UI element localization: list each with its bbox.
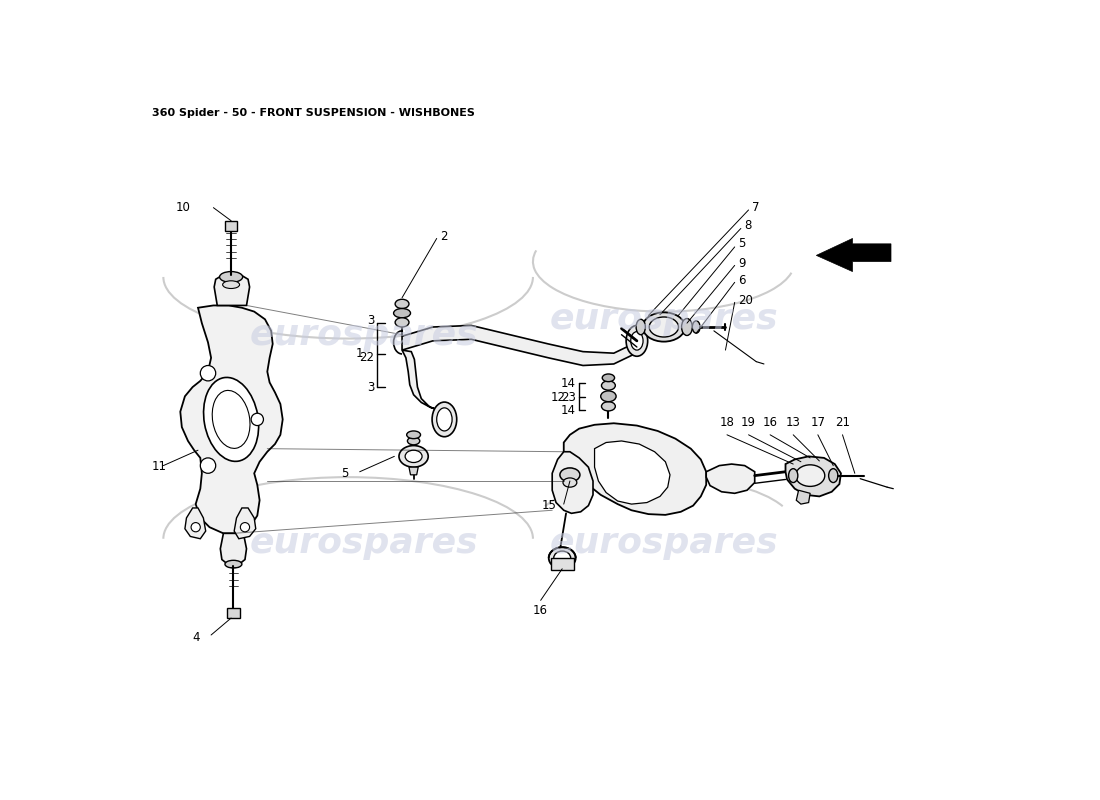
Polygon shape xyxy=(551,558,574,570)
Ellipse shape xyxy=(563,478,576,487)
Circle shape xyxy=(240,522,250,532)
Polygon shape xyxy=(403,350,449,414)
Ellipse shape xyxy=(682,318,692,335)
Polygon shape xyxy=(796,490,810,504)
Text: 4: 4 xyxy=(192,631,200,644)
Polygon shape xyxy=(706,464,755,494)
Polygon shape xyxy=(403,326,637,366)
Polygon shape xyxy=(185,508,206,538)
Text: 12: 12 xyxy=(550,390,565,403)
Ellipse shape xyxy=(394,309,410,318)
Ellipse shape xyxy=(212,390,250,448)
Polygon shape xyxy=(785,456,842,496)
Ellipse shape xyxy=(395,299,409,309)
Ellipse shape xyxy=(828,469,838,482)
Ellipse shape xyxy=(204,378,258,462)
Text: 15: 15 xyxy=(541,499,556,512)
Ellipse shape xyxy=(395,318,409,327)
Circle shape xyxy=(191,522,200,532)
Text: eurospares: eurospares xyxy=(550,526,778,560)
Polygon shape xyxy=(224,221,238,230)
Ellipse shape xyxy=(407,437,420,445)
Ellipse shape xyxy=(636,319,646,334)
Text: 19: 19 xyxy=(741,416,756,429)
Polygon shape xyxy=(214,273,250,306)
Text: 16: 16 xyxy=(534,604,548,617)
Ellipse shape xyxy=(602,402,615,411)
Ellipse shape xyxy=(601,391,616,402)
Text: 9: 9 xyxy=(738,257,746,270)
Text: 16: 16 xyxy=(762,416,778,429)
Polygon shape xyxy=(180,306,283,534)
Ellipse shape xyxy=(795,465,825,486)
Ellipse shape xyxy=(222,281,240,289)
Text: 6: 6 xyxy=(738,274,746,286)
Ellipse shape xyxy=(602,381,615,390)
Ellipse shape xyxy=(549,547,575,569)
Ellipse shape xyxy=(626,326,648,356)
Text: 5: 5 xyxy=(341,467,348,480)
Text: 3: 3 xyxy=(367,381,374,394)
Ellipse shape xyxy=(789,469,797,482)
Ellipse shape xyxy=(399,446,428,467)
Ellipse shape xyxy=(649,317,679,337)
Polygon shape xyxy=(816,238,891,271)
Circle shape xyxy=(251,414,264,426)
Text: 8: 8 xyxy=(744,219,751,232)
Polygon shape xyxy=(552,452,593,514)
Ellipse shape xyxy=(630,332,644,350)
Polygon shape xyxy=(234,508,255,538)
Ellipse shape xyxy=(432,402,456,437)
Circle shape xyxy=(200,366,216,381)
Text: 7: 7 xyxy=(751,201,759,214)
Polygon shape xyxy=(409,467,418,475)
Polygon shape xyxy=(220,534,246,566)
Text: 10: 10 xyxy=(175,201,190,214)
Ellipse shape xyxy=(560,468,580,482)
Text: eurospares: eurospares xyxy=(250,526,477,560)
Polygon shape xyxy=(594,441,670,504)
Polygon shape xyxy=(563,423,706,515)
Ellipse shape xyxy=(603,374,615,382)
Text: 23: 23 xyxy=(561,390,576,403)
Text: 21: 21 xyxy=(835,416,850,429)
Text: 20: 20 xyxy=(738,294,752,306)
Text: 14: 14 xyxy=(561,404,576,417)
Text: 3: 3 xyxy=(367,314,374,327)
Ellipse shape xyxy=(692,321,700,333)
Ellipse shape xyxy=(407,431,420,438)
Text: 1: 1 xyxy=(356,347,363,361)
Text: 13: 13 xyxy=(785,416,801,429)
Ellipse shape xyxy=(220,271,243,282)
Ellipse shape xyxy=(437,408,452,431)
Ellipse shape xyxy=(226,560,242,568)
Text: 22: 22 xyxy=(360,351,374,364)
Text: 2: 2 xyxy=(440,230,448,242)
Text: 18: 18 xyxy=(719,416,735,429)
Circle shape xyxy=(200,458,216,474)
Text: 17: 17 xyxy=(811,416,825,429)
Polygon shape xyxy=(228,608,240,618)
Text: 14: 14 xyxy=(561,377,576,390)
Ellipse shape xyxy=(405,450,422,462)
Text: 11: 11 xyxy=(152,460,167,473)
Text: 360 Spider - 50 - FRONT SUSPENSION - WISHBONES: 360 Spider - 50 - FRONT SUSPENSION - WIS… xyxy=(152,107,475,118)
Ellipse shape xyxy=(553,551,571,565)
Text: 5: 5 xyxy=(738,238,745,250)
Text: eurospares: eurospares xyxy=(250,318,477,352)
Text: eurospares: eurospares xyxy=(550,302,778,336)
Ellipse shape xyxy=(642,312,685,342)
